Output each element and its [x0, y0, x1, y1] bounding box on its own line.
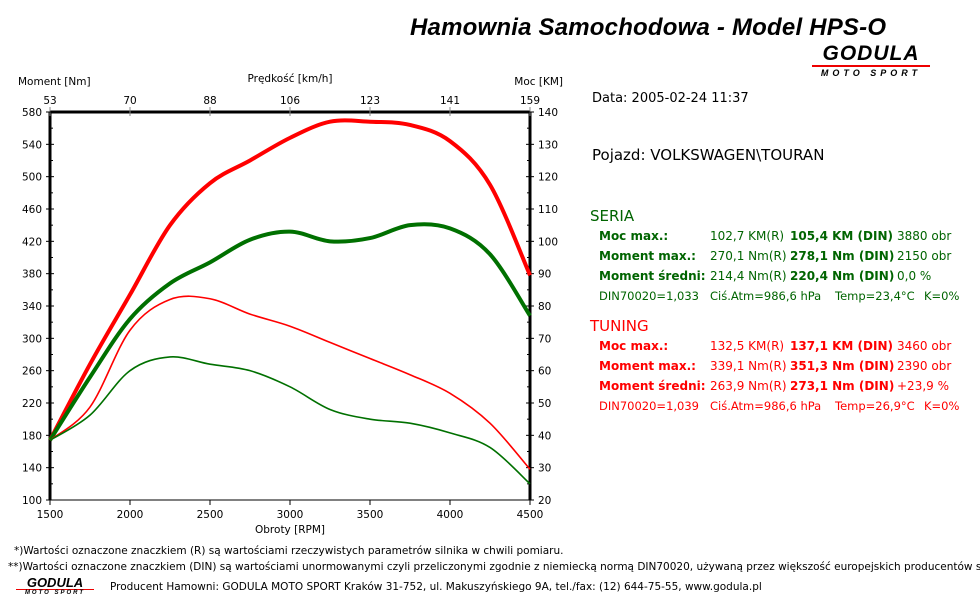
producer-info: Producent Hamowni: GODULA MOTO SPORT Kra… [110, 581, 762, 593]
y-tick-label: 500 [22, 172, 42, 184]
x-tick-label: 3500 [357, 509, 384, 521]
y2-tick-label: 20 [538, 495, 551, 507]
footnote-din: **)Wartości oznaczone znaczkiem (DIN) są… [8, 561, 980, 573]
report-title: Hamownia Samochodowa - Model HPS-O [410, 14, 887, 41]
y-tick-label: 460 [22, 204, 42, 216]
y-tick-label: 540 [22, 139, 42, 151]
y-tick-label: 180 [22, 430, 42, 442]
speed-axis-label: Prędkość [km/h] [248, 73, 333, 85]
footnote-r: *)Wartości oznaczone znaczkiem (R) są wa… [14, 545, 564, 557]
x-tick-label: 1500 [37, 509, 64, 521]
y-tick-label: 420 [22, 236, 42, 248]
godula-logo: GODULA MOTO SPORT [812, 42, 930, 78]
test-date: Data: 2005-02-24 11:37 [592, 91, 749, 106]
y-axis-label: Moment [Nm] [18, 76, 91, 88]
y2-tick-label: 110 [538, 204, 558, 216]
x-axis-label: Obroty [RPM] [255, 524, 325, 536]
y2-axis-label: Moc [KM] [514, 76, 563, 88]
y2-tick-label: 60 [538, 366, 551, 378]
y-tick-label: 140 [22, 463, 42, 475]
y2-tick-label: 90 [538, 269, 551, 281]
x-tick-label: 2500 [197, 509, 224, 521]
y2-tick-label: 140 [538, 107, 558, 119]
speed-tick-label: 141 [440, 95, 460, 107]
y-tick-label: 580 [22, 107, 42, 119]
logo-main: GODULA [822, 42, 920, 65]
y2-tick-label: 100 [538, 236, 558, 248]
x-tick-label: 2000 [117, 509, 144, 521]
series-line-3 [49, 356, 531, 485]
speed-tick-label: 106 [280, 95, 300, 107]
y2-tick-label: 30 [538, 463, 551, 475]
footer-logo: GODULA MOTO SPORT [16, 576, 94, 596]
seria-title: SERIA [590, 207, 635, 225]
y-tick-label: 100 [22, 495, 42, 507]
series-line-2 [49, 295, 531, 470]
speed-tick-label: 123 [360, 95, 380, 107]
tuning-title: TUNING [590, 317, 649, 335]
y2-tick-label: 40 [538, 430, 551, 442]
series-line-1 [48, 222, 532, 442]
x-tick-label: 3000 [277, 509, 304, 521]
y-tick-label: 220 [22, 398, 42, 410]
logo-sub: MOTO SPORT [820, 68, 922, 78]
x-tick-label: 4000 [437, 509, 464, 521]
y2-tick-label: 50 [538, 398, 551, 410]
series-line-0 [48, 118, 532, 442]
y-tick-label: 300 [22, 333, 42, 345]
y-tick-label: 340 [22, 301, 42, 313]
speed-tick-label: 53 [43, 95, 56, 107]
dyno-chart: 1500 53 2000 70 2500 88 3000 106 3500 123 4000 141 4… [18, 73, 563, 536]
y2-tick-label: 70 [538, 333, 551, 345]
x-tick-label: 4500 [517, 509, 544, 521]
speed-tick-label: 88 [203, 95, 216, 107]
y2-tick-label: 130 [538, 139, 558, 151]
y2-tick-label: 120 [538, 172, 558, 184]
vehicle: Pojazd: VOLKSWAGEN\TOURAN [592, 146, 825, 164]
y-tick-label: 380 [22, 269, 42, 281]
y2-tick-label: 80 [538, 301, 551, 313]
speed-tick-label: 159 [520, 95, 540, 107]
y-tick-label: 260 [22, 366, 42, 378]
speed-tick-label: 70 [123, 95, 136, 107]
